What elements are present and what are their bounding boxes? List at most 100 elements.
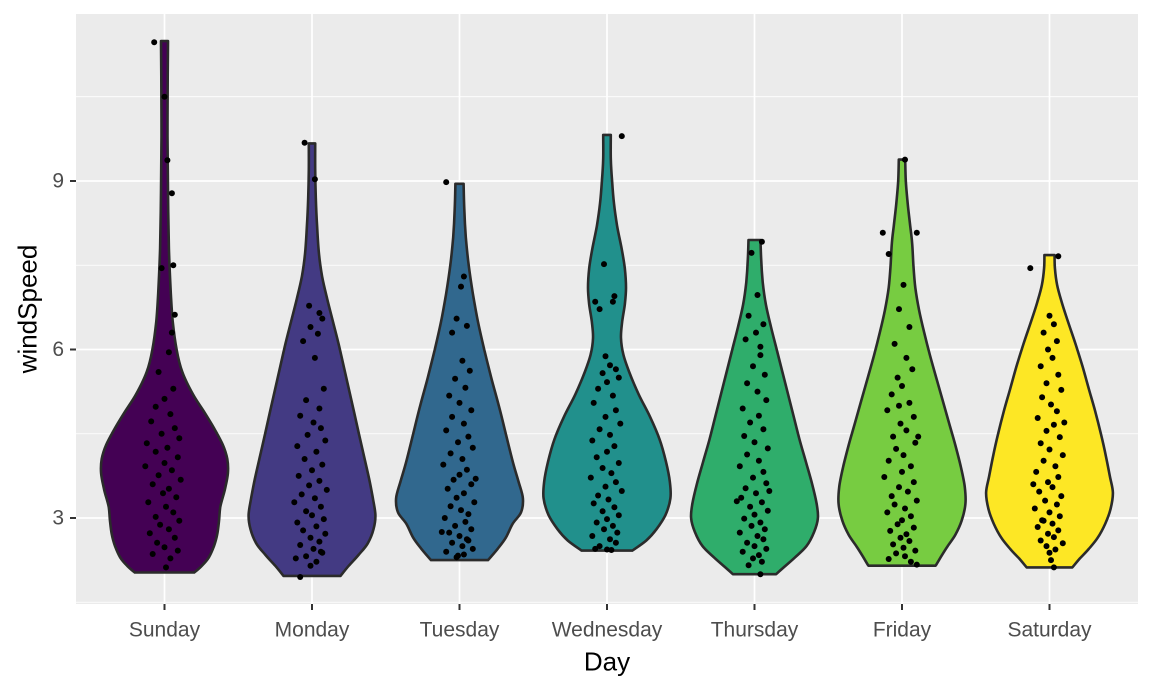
data-point-thursday [761,526,768,533]
data-point-thursday [763,480,770,487]
data-point-saturday [1046,549,1053,556]
data-point-saturday [1034,415,1041,421]
data-point-saturday [1052,463,1059,470]
data-point-tuesday [462,384,469,391]
x-axis-title: Day [583,646,631,677]
data-point-friday [910,479,917,486]
data-point-saturday [1050,321,1057,328]
data-point-wednesday [611,504,618,511]
data-point-sunday [152,513,159,520]
data-point-saturday [1027,265,1034,272]
data-point-thursday [745,312,752,319]
data-point-wednesday [612,407,619,414]
data-point-saturday [1031,505,1038,512]
data-point-friday [900,544,907,551]
data-point-saturday [1058,493,1065,500]
data-point-saturday [1036,488,1043,495]
data-point-monday [297,412,304,419]
data-point-monday [306,482,313,489]
data-point-friday [897,534,904,541]
data-point-tuesday [443,548,450,555]
data-point-saturday [1049,354,1056,361]
data-point-wednesday [607,362,613,369]
data-point-monday [300,338,307,345]
data-point-tuesday [471,499,478,506]
data-point-friday [897,420,904,427]
data-point-thursday [736,463,743,470]
data-point-monday [310,419,317,426]
data-point-monday [309,512,315,519]
data-point-monday [294,443,301,450]
data-point-sunday [158,430,165,437]
data-point-saturday [1037,537,1044,544]
data-point-friday [885,457,892,464]
data-point-saturday [1037,363,1044,370]
data-point-wednesday [599,508,606,515]
data-point-sunday [152,448,159,455]
data-point-sunday [173,494,180,501]
data-point-monday [300,527,307,534]
data-point-monday [307,534,314,541]
data-point-friday [907,558,914,565]
data-point-sunday [168,329,175,336]
violin-sunday [99,39,230,574]
data-point-monday [307,562,314,569]
data-point-sunday [145,499,152,506]
x-tick-label: Tuesday [420,619,500,642]
data-point-monday [316,477,323,484]
data-point-saturday [1061,419,1068,426]
data-point-friday [885,251,892,257]
data-point-saturday [1043,380,1050,387]
data-point-tuesday [456,533,463,539]
data-point-monday [317,425,324,432]
data-point-wednesday [609,522,616,529]
data-point-sunday [168,467,175,474]
data-point-thursday [757,519,764,526]
data-point-monday [316,538,323,545]
data-point-sunday [167,555,174,562]
data-point-wednesday [607,431,613,438]
data-point-tuesday [455,552,461,559]
data-point-thursday [755,412,762,419]
data-point-monday [306,302,313,309]
data-point-thursday [750,555,756,562]
data-point-saturday [1039,394,1046,401]
data-point-thursday [742,336,749,343]
data-point-thursday [738,494,745,501]
data-point-thursday [760,321,767,328]
data-point-friday [884,509,891,516]
x-tick-label: Saturday [1007,619,1092,642]
data-point-sunday [170,385,177,392]
data-point-monday [291,499,298,506]
data-point-thursday [754,388,761,395]
data-point-monday [311,354,318,361]
data-point-saturday [1043,543,1050,550]
data-point-monday [317,503,324,510]
data-point-friday [913,497,920,504]
data-point-thursday [744,451,751,458]
data-point-thursday [750,474,756,481]
data-point-monday [311,176,318,183]
data-point-sunday [154,539,161,546]
data-point-wednesday [589,437,596,444]
data-point-thursday [744,539,751,546]
data-point-wednesday [604,379,610,386]
data-point-wednesday [604,546,610,553]
data-point-tuesday [441,515,448,521]
data-point-thursday [763,397,770,404]
data-point-wednesday [592,545,599,552]
data-point-tuesday [463,466,470,473]
data-point-thursday [758,499,765,506]
data-point-wednesday [593,519,600,526]
data-point-wednesday [607,536,613,543]
data-point-wednesday [617,420,624,427]
data-point-wednesday [615,512,622,519]
data-point-sunday [164,444,171,451]
data-point-sunday [174,454,181,461]
data-point-wednesday [599,465,606,471]
data-point-monday [319,461,326,468]
data-point-wednesday [604,448,610,455]
data-point-friday [904,488,911,495]
data-point-friday [887,527,894,534]
data-point-friday [890,541,897,548]
